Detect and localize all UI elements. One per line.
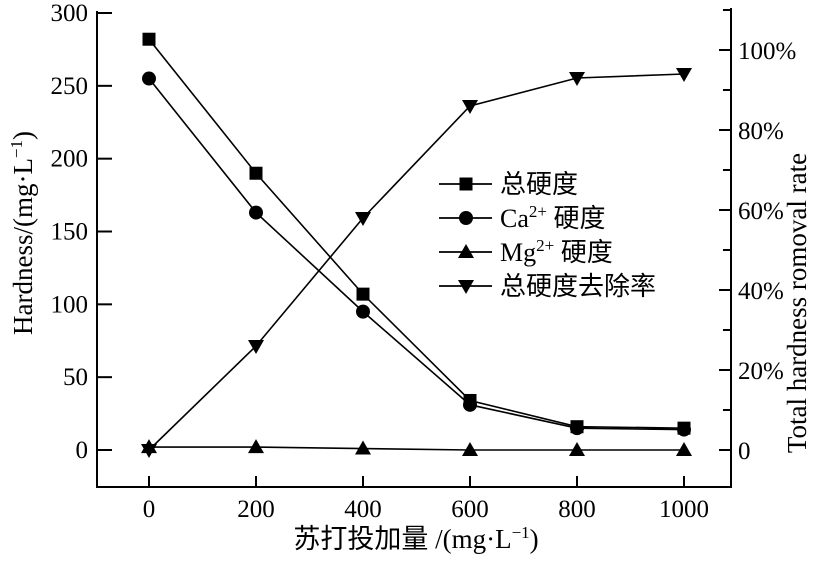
x-axis-title-part: ) [530,524,539,554]
right-axis-tick-label: 60% [738,198,784,225]
data-point-total-hardness-removal-rate [569,72,585,86]
right-axis-tick-label: 100% [738,38,796,65]
x-axis-title-part: 苏打投加量 /(mg·L [293,524,511,554]
data-point-total-hardness [356,287,370,301]
legend-item-mg-hardness: Mg2+ 硬度 [439,236,613,267]
x-axis-tick-label-part: 200 [237,496,275,523]
triangle-down-marker-icon [458,280,474,294]
axes: 300 250 200 150 100 50 0 100% 80% 60% 40% 20% 0 0 200 4… [51,0,797,523]
left-axis-tick-label-part: 300 [51,0,89,27]
x-axis-tick-label: 0 [143,496,156,523]
series-group [141,32,692,458]
left-axis-tick-label-part: 200 [51,146,89,173]
circle-marker-icon [459,211,473,225]
data-point-ca-hardness [142,71,156,86]
series-line-total-hardness [148,38,685,429]
data-point-ca-hardness [249,205,263,220]
x-axis-tick-label: 800 [558,496,596,523]
legend-label: Mg2+ 硬度 [500,236,613,267]
x-axis-tick-label-part: 400 [344,496,382,523]
legend-item-total-hardness-removal-rate: 总硬度去除率 [439,272,656,301]
left-axis-tick-label: 0 [76,437,89,464]
series-line-ca-hardness [148,78,685,431]
legend-label-part: 2+ [529,202,547,221]
right-axis-tick-label-part: 40% [738,278,784,305]
legend-label: 总硬度 [500,170,578,199]
legend-label-part: 硬度 [554,238,613,267]
right-axis-title: Total hardness romoval rate [782,153,812,453]
square-marker-icon [459,177,473,191]
data-point-total-hardness-removal-rate [462,100,478,114]
left-axis-tick-label-part: 0 [76,437,89,464]
legend-label-part: 2+ [536,236,554,255]
x-axis-tick-label-part: 0 [143,496,156,523]
left-axis-title: Hardness/(mg·L−1) [7,131,38,335]
left-axis-tick-label-part: 250 [51,73,89,100]
x-axis-title-part: −1 [512,523,530,542]
right-axis-tick-label: 20% [738,358,784,385]
x-axis-tick-label: 600 [451,496,489,523]
data-point-ca-hardness [677,422,691,437]
left-axis-tick-label-part: 100 [51,291,89,318]
left-axis-tick-label: 100 [51,291,89,318]
x-axis-title: 苏打投加量 /(mg·L−1) [293,523,538,554]
x-axis-tick-label: 1000 [659,496,709,523]
left-axis-tick-label: 50 [63,364,88,391]
data-point-ca-hardness [463,397,477,412]
left-axis-title-part: −1 [7,140,26,158]
left-axis-tick-label: 200 [51,146,89,173]
left-axis-title-part: Hardness/(mg·L [8,158,38,335]
right-axis-tick-label: 80% [738,118,784,145]
data-point-total-hardness [249,166,263,180]
legend-label-part: Mg [500,238,536,267]
right-axis-tick-label-part: 100% [738,38,796,65]
data-point-total-hardness [142,32,156,46]
series-line-mg-hardness [149,446,684,451]
data-point-mg-hardness [569,442,585,456]
right-axis-tick-label-part: 0 [738,438,751,465]
right-axis-title-part: Total hardness romoval rate [782,153,812,453]
data-point-ca-hardness [356,304,370,319]
right-axis-tick-label-part: 60% [738,198,784,225]
right-axis-tick-label: 0 [738,438,751,465]
x-axis-tick-label: 200 [237,496,275,523]
right-axis-tick-label-part: 80% [738,118,784,145]
legend-label-part: 硬度 [547,204,606,233]
legend-label: 总硬度去除率 [500,272,656,301]
legend-label-part: 总硬度 [500,170,578,199]
data-point-total-hardness-removal-rate [355,212,371,226]
x-axis-tick-label: 400 [344,496,382,523]
data-point-total-hardness-removal-rate [141,444,157,458]
data-point-mg-hardness [248,439,264,454]
left-axis-tick-label: 150 [51,219,89,246]
series-line-total-hardness-removal-rate [148,73,685,451]
right-axis-tick-label: 40% [738,278,784,305]
right-axis-tick-label-part: 20% [738,358,784,385]
x-axis-tick-label-part: 600 [451,496,489,523]
legend-label: Ca2+ 硬度 [500,202,606,233]
left-axis-tick-label: 250 [51,73,89,100]
left-axis-tick-label: 300 [51,0,89,27]
data-point-ca-hardness [570,421,584,436]
left-axis-tick-label-part: 50 [63,364,88,391]
legend-item-total-hardness: 总硬度 [439,170,578,199]
x-axis-tick-label-part: 1000 [659,496,709,523]
left-axis-tick-label-part: 150 [51,219,89,246]
data-point-mg-hardness [355,440,371,455]
legend-label-part: Ca [500,204,529,233]
data-point-mg-hardness [676,442,692,456]
triangle-up-marker-icon [458,244,474,258]
data-point-mg-hardness [462,442,478,456]
x-axis-tick-label-part: 800 [558,496,596,523]
left-axis-title-part: ) [8,131,38,140]
legend-item-ca-hardness: Ca2+ 硬度 [439,202,606,233]
data-point-total-hardness-removal-rate [676,68,692,82]
data-point-total-hardness-removal-rate [248,340,264,354]
legend-label-part: 总硬度去除率 [500,272,656,301]
